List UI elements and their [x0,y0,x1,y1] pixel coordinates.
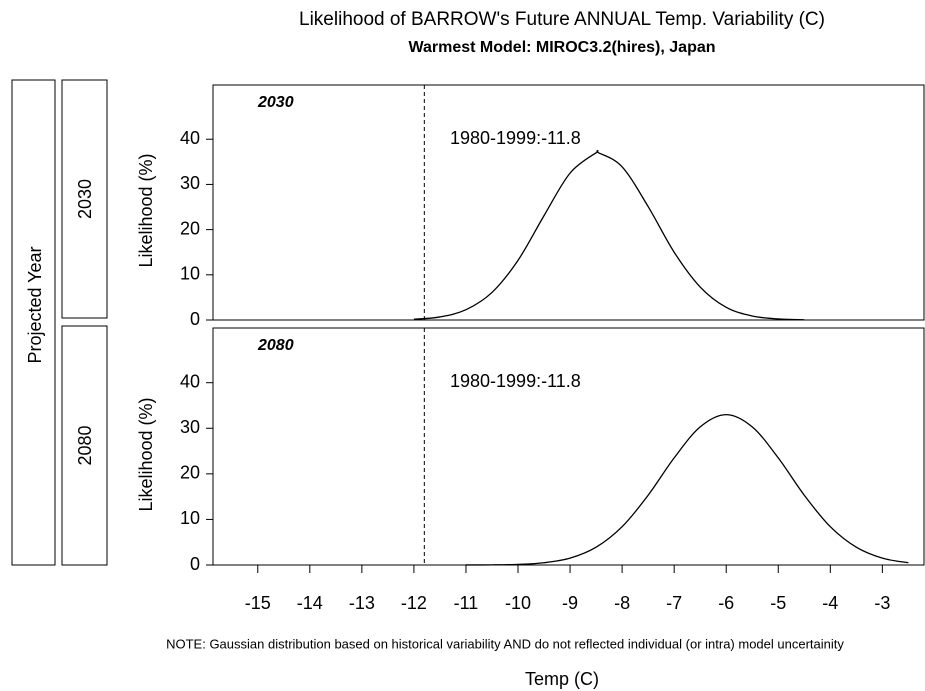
chart-title: Likelihood of BARROW's Future ANNUAL Tem… [299,9,825,30]
annotation: 1980-1999:-11.8 [450,371,581,391]
y-tick-label: 20 [180,218,200,238]
density-line [465,413,909,566]
y-axis-label: Likelihood (%) [136,397,156,511]
x-axis-label: Temp (C) [525,669,599,689]
row-label: Projected Year [25,246,45,363]
plot-frame [212,84,925,321]
density-line [413,149,805,321]
panel-label: 2030 [257,94,294,111]
x-tick-label: -4 [822,593,838,613]
annotation: 1980-1999:-11.8 [450,128,581,148]
x-tick-label: -5 [770,593,786,613]
chart-subtitle: Warmest Model: MIROC3.2(hires), Japan [408,39,715,56]
x-tick-label: -6 [718,593,734,613]
x-tick-label: -11 [454,593,479,613]
x-tick-label: -9 [562,593,578,613]
y-tick-label: 30 [180,173,200,193]
year-strip-label: 2030 [75,179,95,219]
y-tick-label: 0 [190,309,200,329]
y-tick-label: 40 [180,128,200,148]
x-tick-label: -15 [245,593,271,613]
panel-label: 2080 [257,337,294,354]
x-tick-label: -7 [666,593,682,613]
x-tick-label: -14 [297,593,323,613]
x-tick-label: -10 [505,593,531,613]
x-tick-label: -8 [614,593,630,613]
y-tick-label: 40 [180,371,200,391]
year-strip [61,325,108,566]
x-tick-label: -3 [874,593,890,613]
row-strip [11,79,56,566]
year-strip-label: 2080 [75,425,95,465]
x-tick-label: -12 [401,593,427,613]
x-tick-label: -13 [349,593,375,613]
note: NOTE: Gaussian distribution based on his… [166,636,844,651]
y-axis-label: Likelihood (%) [136,153,156,267]
y-tick-label: 30 [180,417,200,437]
y-tick-label: 20 [180,463,200,483]
plot-frame [212,327,925,566]
y-tick-label: 10 [180,264,200,284]
year-strip [61,79,108,319]
y-tick-label: 0 [190,554,200,574]
y-tick-label: 10 [180,508,200,528]
